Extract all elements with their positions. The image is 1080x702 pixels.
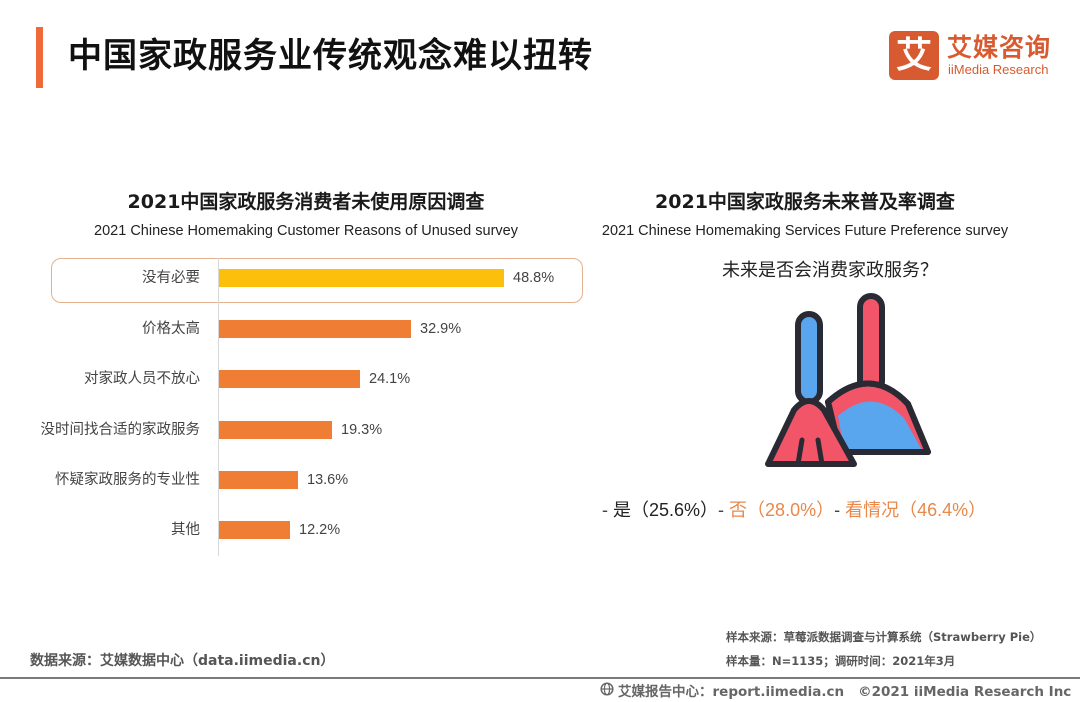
bar [219,320,411,338]
sample-source: 样本来源：草莓派数据调查与计算系统（Strawberry Pie） [726,630,1042,644]
brand-logo: 艾 艾媒咨询 iiMedia Research [889,31,1064,81]
globe-icon [600,682,614,696]
bar [219,370,360,388]
bar-value-label: 32.9% [420,321,462,337]
bar-row: 没时间找合适的家政服务 19.3% [0,420,1080,440]
report-center-link[interactable]: 艾媒报告中心：report.iimedia.cn [618,684,845,700]
bar-row: 没有必要 48.8% [0,268,1080,288]
bar-label: 没时间找合适的家政服务 [40,422,201,438]
footer-divider [0,677,1080,679]
answer-dash: - [834,500,846,520]
bar [219,471,298,489]
bar-label: 对家政人员不放心 [84,371,200,387]
bar-value-label: 13.6% [307,472,349,488]
bar-row: 怀疑家政服务的专业性 13.6% [0,470,1080,490]
bar-row: 价格太高 32.9% [0,319,1080,339]
answer-dash: - [718,500,730,520]
bar-value-label: 12.2% [299,522,341,538]
answer-depends: 看情况（46.4%） [845,500,987,520]
left-chart-title: 2021中国家政服务消费者未使用原因调查 [127,191,485,213]
bar-value-label: 48.8% [513,270,555,286]
answer-yes: 是（25.6%） [613,500,719,520]
logo-name-en: iiMedia Research [948,62,1049,77]
footer-bar: 艾媒报告中心：report.iimedia.cn ©2021 iiMedia Re… [618,680,1071,700]
logo-icon: 艾 [889,31,939,80]
title-accent-bar [36,27,43,88]
y-axis-line [218,258,219,556]
answer-no: 否（28.0%） [729,500,835,520]
bar [219,521,290,539]
bar [219,269,504,287]
bar-label: 其他 [171,522,200,538]
bar-value-label: 24.1% [369,371,411,387]
survey-question: 未来是否会消费家政服务？ [722,260,938,281]
right-chart-title: 2021中国家政服务未来普及率调查 [655,191,955,213]
copyright: ©2021 iiMedia Research Inc [858,684,1072,700]
bar-row: 其他 12.2% [0,520,1080,540]
bar-value-label: 19.3% [341,422,383,438]
logo-name-cn: 艾媒咨询 [947,33,1052,62]
left-chart-subtitle: 2021 Chinese Homemaking Customer Reasons… [94,223,518,239]
answer-dash: - [602,500,613,520]
data-source: 数据来源：艾媒数据中心（data.iimedia.cn） [30,653,335,669]
bar-label: 价格太高 [142,321,200,337]
broom-and-dustpan-icon [765,293,931,467]
highlight-box [51,258,583,303]
right-chart-subtitle: 2021 Chinese Homemaking Services Future … [601,223,1009,239]
survey-answers: - 是（25.6%）- 否（28.0%）- 看情况（46.4%） [602,496,986,522]
bar-label: 没有必要 [142,270,200,286]
bar-label: 怀疑家政服务的专业性 [55,472,200,488]
sample-size: 样本量：N=1135；调研时间：2021年3月 [726,654,956,668]
bar-row: 对家政人员不放心 24.1% [0,369,1080,389]
page-title: 中国家政服务业传统观念难以扭转 [68,36,593,76]
bar [219,421,332,439]
